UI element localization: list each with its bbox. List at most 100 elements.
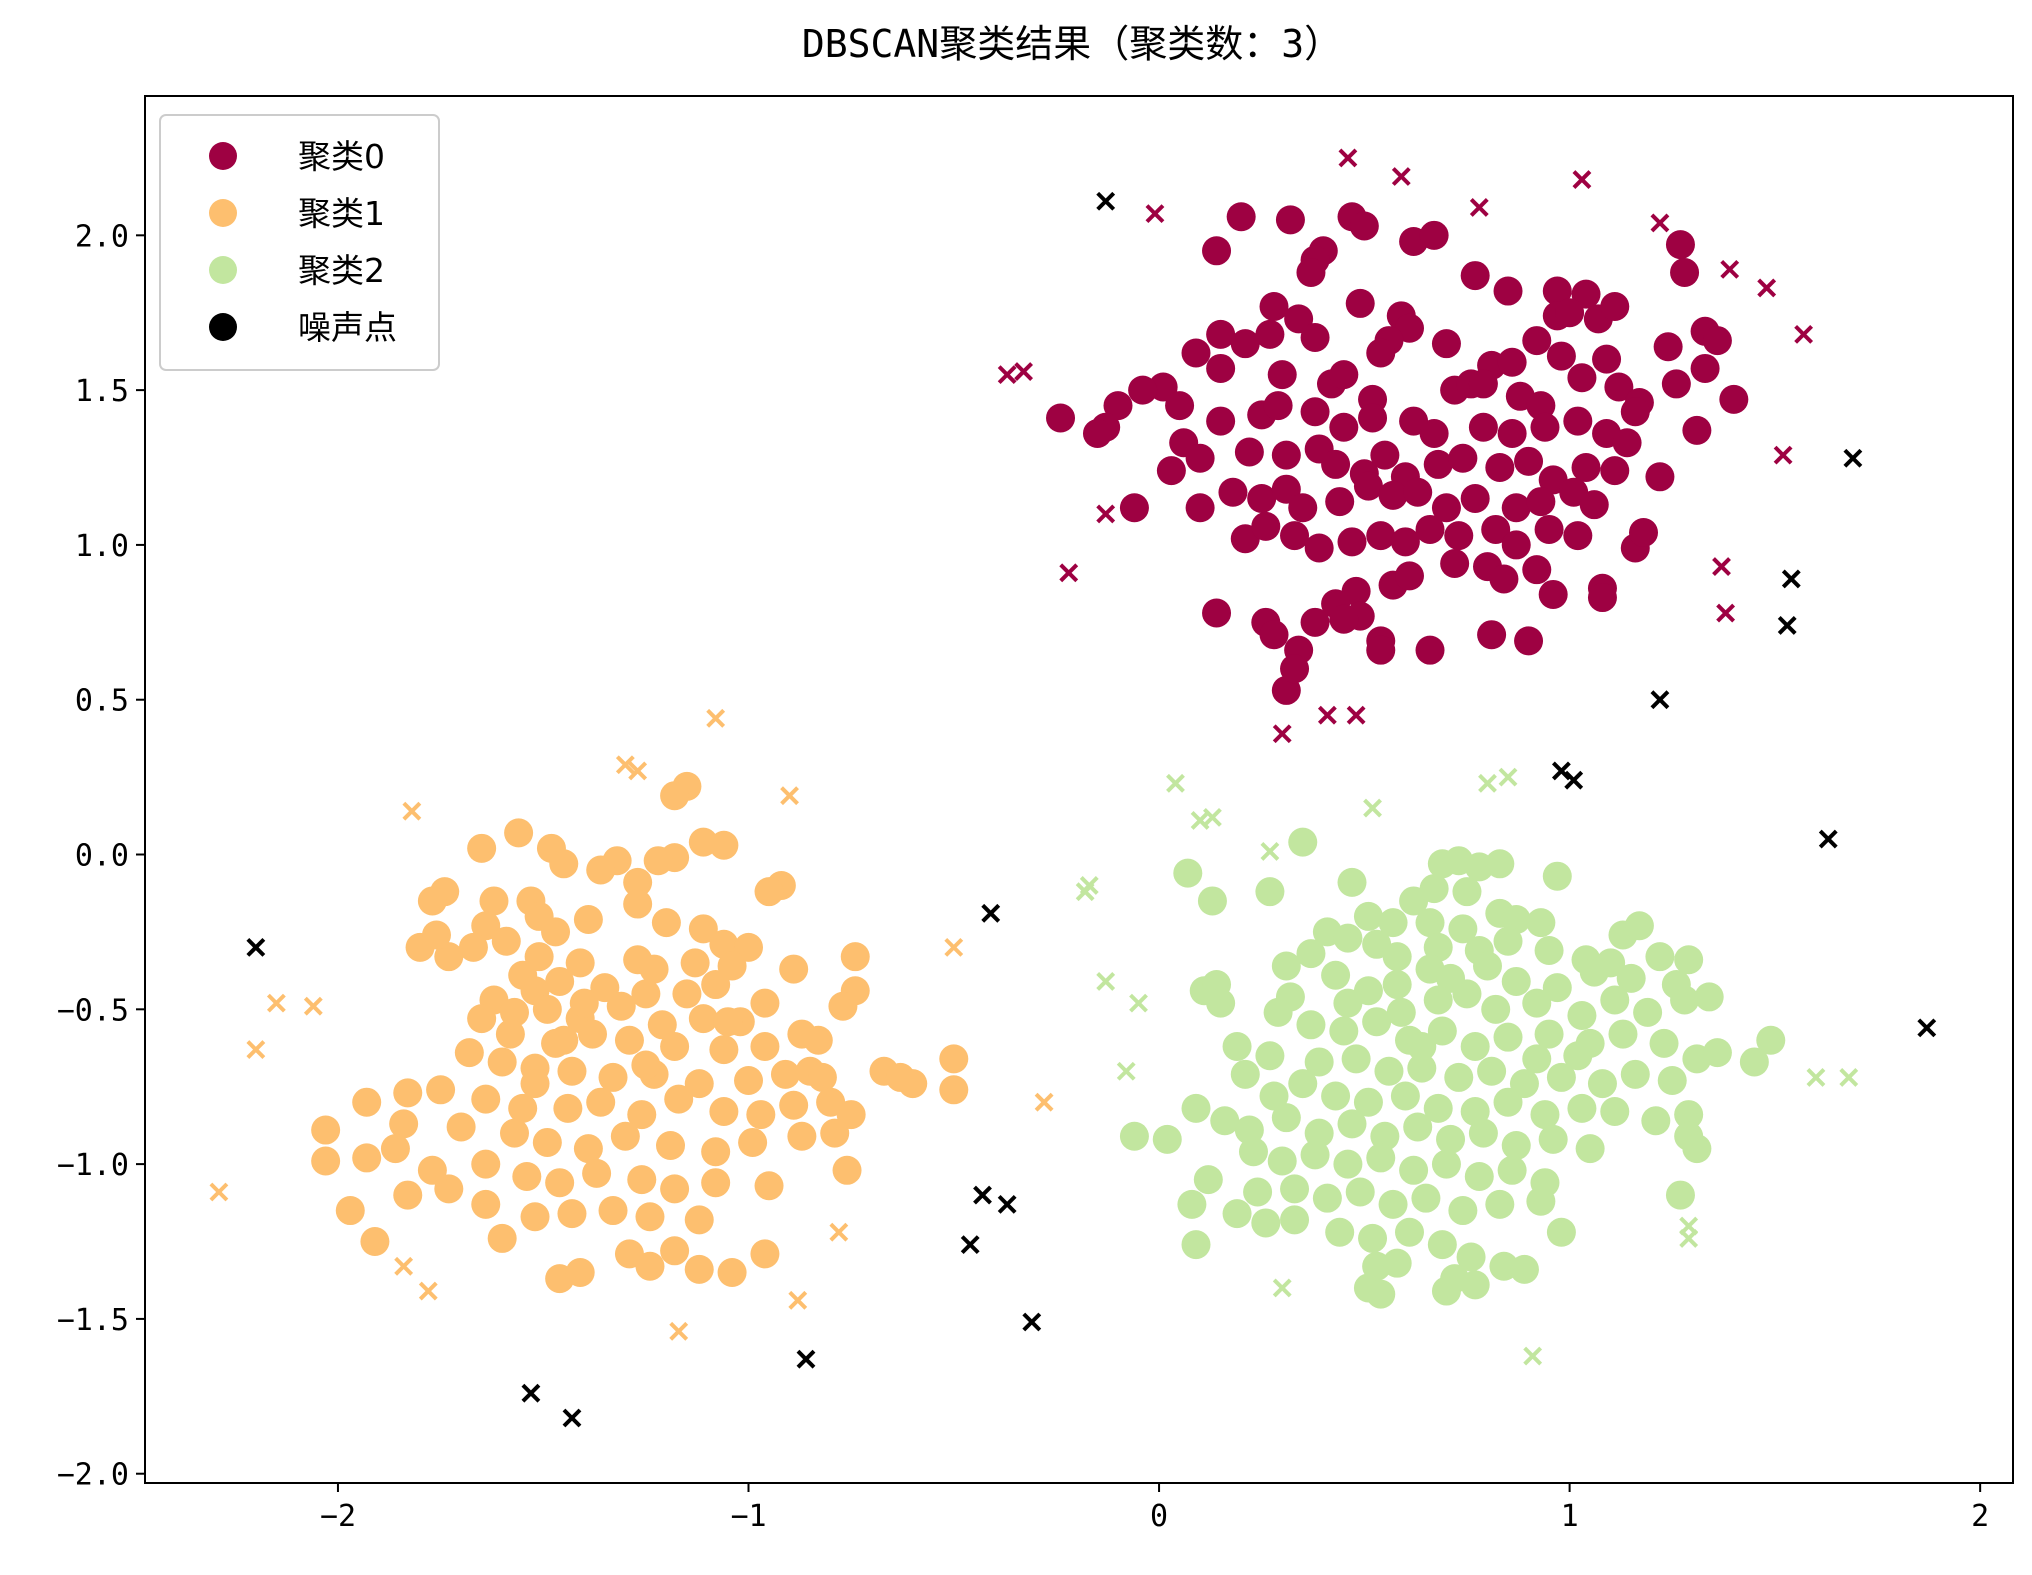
x-tick-label: 2 — [1971, 1499, 1989, 1534]
core-point — [1633, 997, 1663, 1027]
core-point — [1263, 997, 1293, 1027]
core-point — [1514, 626, 1544, 656]
border-point — [1034, 1092, 1054, 1112]
core-point — [635, 1202, 665, 1232]
core-point — [471, 911, 501, 941]
core-point — [684, 1205, 714, 1235]
core-point — [1641, 1106, 1671, 1136]
core-point — [1571, 453, 1601, 483]
core-point — [1243, 1177, 1273, 1207]
border-point — [1260, 842, 1280, 861]
legend-item: 聚类0 — [209, 137, 385, 176]
core-point — [1538, 579, 1568, 609]
core-point — [717, 951, 747, 981]
core-point — [1046, 403, 1076, 433]
core-point — [1296, 1010, 1326, 1040]
core-point — [1534, 1019, 1564, 1049]
core-point — [688, 1004, 718, 1034]
border-point — [303, 996, 323, 1016]
y-axis: −2.0 −1.5 −1.0 −0.5 0.0 0.5 1.0 1.5 2.0 — [57, 219, 145, 1493]
core-point — [1173, 858, 1203, 888]
core-point — [1366, 521, 1396, 551]
border-point — [1712, 557, 1731, 577]
core-point — [1382, 1248, 1412, 1278]
core-point — [1497, 1155, 1527, 1185]
core-point — [1218, 477, 1248, 507]
core-point — [828, 991, 858, 1021]
core-point — [1493, 1022, 1523, 1052]
core-point — [614, 1025, 644, 1055]
core-point — [1674, 945, 1704, 975]
core-point — [569, 988, 599, 1018]
core-point — [1296, 257, 1326, 287]
core-point — [1165, 391, 1195, 421]
core-point — [1415, 635, 1445, 665]
border-point — [1272, 1278, 1292, 1298]
core-point — [1427, 1016, 1457, 1046]
core-point — [1604, 372, 1634, 402]
core-point — [688, 827, 718, 857]
core-point — [1119, 1121, 1149, 1151]
core-point — [1300, 397, 1330, 427]
border-point — [1346, 705, 1366, 725]
core-point — [672, 979, 702, 1009]
core-point — [1181, 338, 1211, 368]
core-point — [1481, 994, 1511, 1024]
core-point — [458, 932, 488, 962]
core-point — [1300, 1140, 1330, 1170]
core-point — [1251, 511, 1281, 541]
core-point — [1222, 1199, 1252, 1229]
core-point — [1600, 1096, 1630, 1126]
noise-point — [521, 1383, 541, 1403]
core-point — [1448, 914, 1478, 944]
core-point — [487, 1223, 517, 1253]
border-point — [1679, 1229, 1699, 1248]
core-point — [1682, 1134, 1712, 1164]
core-point — [1567, 363, 1597, 393]
core-point — [701, 1137, 731, 1167]
core-point — [1456, 1242, 1486, 1272]
core-point — [1382, 970, 1412, 1000]
core-point — [1238, 1137, 1268, 1167]
core-point — [1719, 384, 1749, 414]
core-point — [807, 1062, 837, 1092]
core-point — [1501, 530, 1531, 560]
core-point — [541, 917, 571, 947]
core-point — [1259, 620, 1289, 650]
y-tick-label: 0.5 — [75, 684, 129, 719]
core-point — [1563, 521, 1593, 551]
core-point — [1271, 440, 1301, 470]
noise-point — [997, 1194, 1017, 1214]
core-point — [1206, 353, 1236, 383]
core-point — [1665, 1180, 1695, 1210]
core-point — [1353, 976, 1383, 1006]
core-point — [1333, 1149, 1363, 1179]
noise-point — [562, 1408, 582, 1428]
core-point — [352, 1087, 382, 1117]
core-point — [1271, 951, 1301, 981]
core-point — [1267, 360, 1297, 390]
core-point — [1546, 1217, 1576, 1247]
core-point — [1329, 360, 1359, 390]
legend-item: 聚类1 — [209, 194, 385, 233]
core-point — [1374, 1056, 1404, 1086]
y-tick-label: 0.0 — [75, 839, 129, 874]
core-point — [1403, 477, 1433, 507]
core-point — [471, 1149, 501, 1179]
core-point — [1337, 867, 1367, 897]
noise-point — [1777, 615, 1797, 635]
noise-point — [1551, 761, 1571, 781]
border-point — [997, 365, 1017, 385]
core-point — [1234, 1115, 1264, 1145]
core-point — [426, 1075, 456, 1105]
core-point — [1702, 326, 1732, 356]
core-point — [1452, 877, 1482, 907]
core-point — [1575, 1134, 1605, 1164]
core-point — [1526, 908, 1556, 938]
core-point — [1128, 375, 1158, 405]
core-point — [1431, 1149, 1461, 1179]
core-point — [709, 1035, 739, 1065]
core-point — [1444, 521, 1474, 551]
legend-label: 噪声点 — [298, 308, 397, 347]
core-point — [1624, 911, 1654, 941]
